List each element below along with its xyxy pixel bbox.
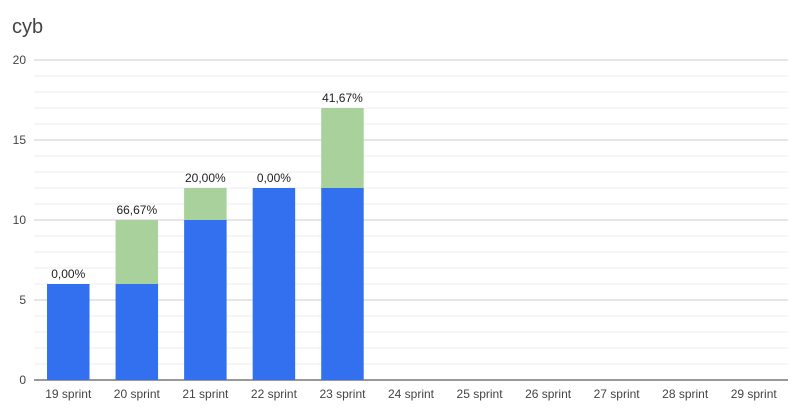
bar-segment-series-1 bbox=[321, 188, 364, 380]
x-tick-label: 23 sprint bbox=[319, 387, 366, 401]
chart-title: cyb bbox=[12, 16, 44, 38]
data-label: 20,00% bbox=[185, 171, 226, 185]
x-tick-label: 28 sprint bbox=[662, 387, 709, 401]
bar-segment-series-1 bbox=[184, 220, 227, 380]
y-tick-label: 15 bbox=[13, 133, 27, 147]
x-tick-label: 29 sprint bbox=[731, 387, 778, 401]
bar-segment-series-2 bbox=[321, 108, 364, 188]
y-tick-label: 20 bbox=[13, 53, 27, 67]
y-tick-label: 5 bbox=[19, 293, 26, 307]
bar-segment-series-2 bbox=[184, 188, 227, 220]
y-tick-label: 10 bbox=[13, 213, 27, 227]
bar-segment-series-2 bbox=[115, 220, 159, 284]
data-label: 0,00% bbox=[51, 267, 85, 281]
bar-segment-series-1 bbox=[47, 284, 90, 380]
bar-segment-series-1 bbox=[115, 284, 159, 380]
y-tick-label: 0 bbox=[19, 373, 26, 387]
x-tick-label: 21 sprint bbox=[182, 387, 229, 401]
x-tick-label: 22 sprint bbox=[251, 387, 298, 401]
data-label: 66,67% bbox=[116, 203, 157, 217]
x-tick-label: 25 sprint bbox=[457, 387, 504, 401]
x-tick-label: 26 sprint bbox=[525, 387, 572, 401]
x-tick-label: 20 sprint bbox=[114, 387, 161, 401]
x-tick-label: 27 sprint bbox=[594, 387, 641, 401]
data-label: 41,67% bbox=[322, 91, 363, 105]
x-tick-label: 19 sprint bbox=[45, 387, 92, 401]
bar-segment-series-1 bbox=[252, 188, 296, 380]
x-tick-label: 24 sprint bbox=[388, 387, 435, 401]
data-label: 0,00% bbox=[257, 171, 291, 185]
